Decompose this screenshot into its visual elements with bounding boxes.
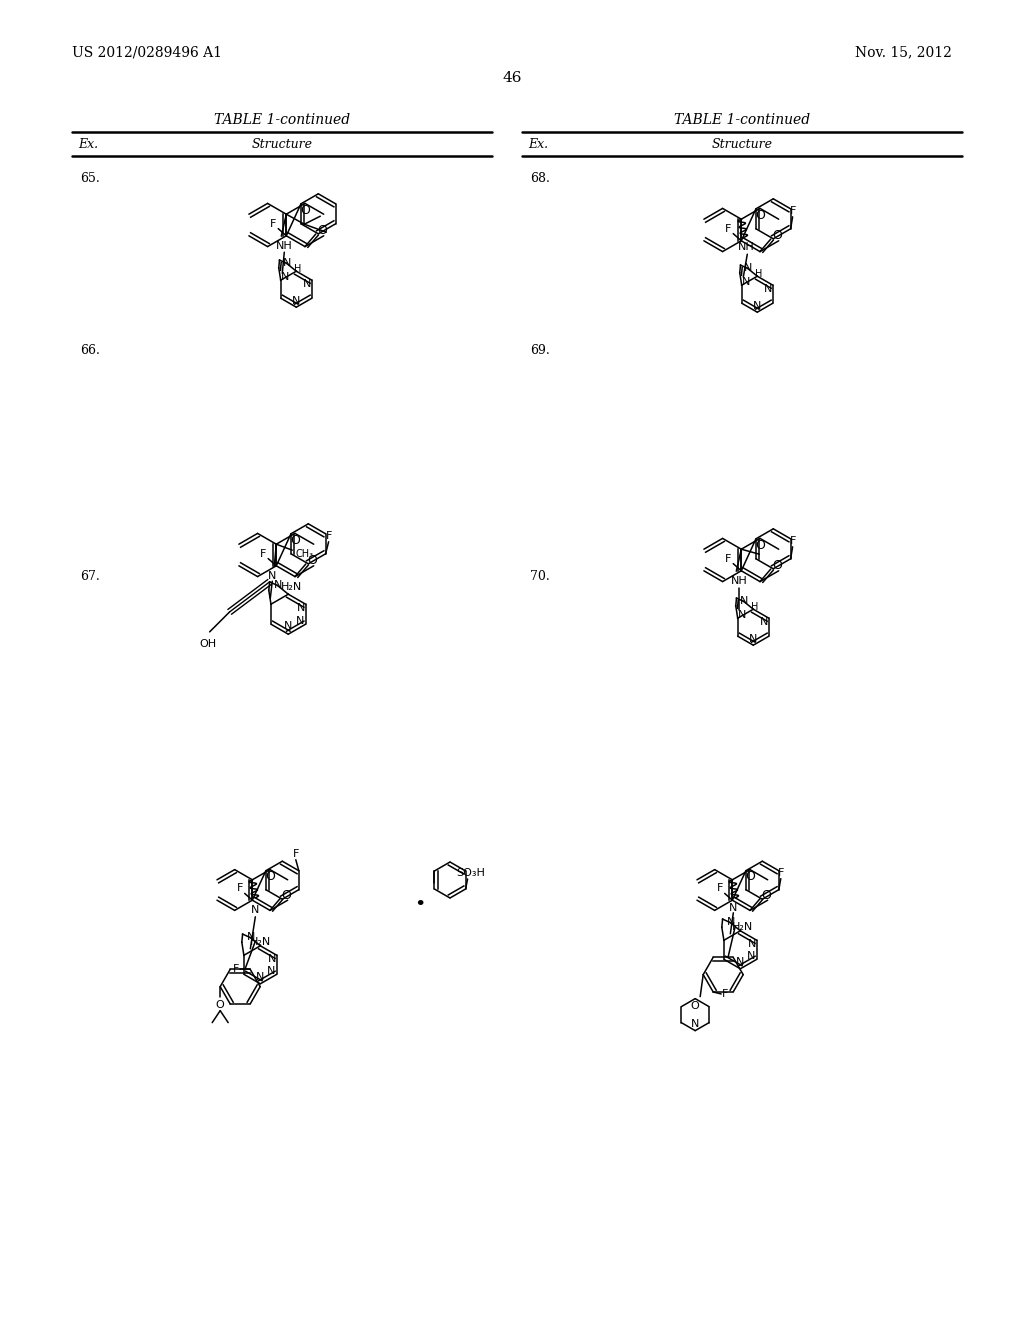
Text: N: N	[748, 940, 756, 949]
Text: F: F	[260, 549, 266, 558]
Text: •: •	[415, 896, 426, 913]
Text: N: N	[729, 903, 737, 913]
Text: N: N	[738, 610, 746, 619]
Text: N: N	[256, 972, 264, 982]
Text: N: N	[742, 277, 751, 286]
Text: F: F	[777, 867, 784, 878]
Text: N: N	[281, 272, 290, 281]
Text: F: F	[293, 849, 299, 859]
Text: F: F	[722, 989, 728, 999]
Text: N: N	[753, 301, 762, 312]
Text: N: N	[739, 597, 749, 606]
Text: Ex.: Ex.	[528, 137, 548, 150]
Text: N: N	[760, 616, 769, 627]
Text: N: N	[268, 572, 276, 581]
Text: NH: NH	[275, 242, 293, 251]
Text: N: N	[273, 581, 282, 590]
Text: O: O	[691, 1001, 699, 1011]
Text: N: N	[251, 904, 259, 915]
Text: 68.: 68.	[530, 172, 550, 185]
Text: NH: NH	[738, 242, 755, 252]
Text: 66.: 66.	[80, 345, 100, 358]
Text: F: F	[270, 219, 276, 228]
Text: O: O	[772, 228, 782, 242]
Text: F: F	[790, 206, 796, 215]
Text: TABLE 1-continued: TABLE 1-continued	[674, 114, 810, 127]
Text: NH: NH	[731, 577, 748, 586]
Text: N: N	[727, 917, 735, 927]
Text: SO₃H: SO₃H	[456, 869, 485, 878]
Text: Nov. 15, 2012: Nov. 15, 2012	[855, 45, 952, 59]
Text: O: O	[216, 999, 224, 1010]
Text: H: H	[755, 269, 762, 279]
Text: H: H	[294, 264, 301, 273]
Text: H₂N: H₂N	[250, 937, 271, 946]
Text: N: N	[303, 279, 311, 289]
Text: N: N	[296, 616, 304, 626]
Text: F: F	[725, 553, 731, 564]
Text: O: O	[755, 209, 765, 222]
Text: O: O	[282, 888, 291, 902]
Text: N: N	[283, 259, 291, 268]
Text: N: N	[296, 603, 305, 614]
Text: N: N	[247, 932, 255, 942]
Text: 46: 46	[502, 71, 522, 84]
Text: O: O	[307, 554, 317, 566]
Text: O: O	[772, 558, 782, 572]
Text: CH₃: CH₃	[295, 549, 313, 560]
Text: O: O	[290, 535, 300, 546]
Text: Ex.: Ex.	[78, 137, 98, 150]
Text: O: O	[265, 870, 274, 883]
Text: 69.: 69.	[530, 345, 550, 358]
Text: 67.: 67.	[80, 569, 99, 582]
Text: O: O	[745, 870, 755, 883]
Text: F: F	[725, 223, 731, 234]
Text: US 2012/0289496 A1: US 2012/0289496 A1	[72, 45, 222, 59]
Text: N: N	[284, 622, 293, 631]
Text: N: N	[691, 1019, 699, 1028]
Text: H₂N: H₂N	[281, 582, 302, 591]
Text: F: F	[237, 883, 243, 894]
Text: F: F	[233, 965, 240, 974]
Text: N: N	[746, 952, 755, 961]
Text: N: N	[736, 957, 744, 966]
Text: N: N	[764, 284, 772, 294]
Text: O: O	[755, 539, 765, 552]
Text: TABLE 1-continued: TABLE 1-continued	[214, 114, 350, 127]
Text: Structure: Structure	[712, 137, 772, 150]
Text: O: O	[300, 205, 310, 216]
Text: H: H	[751, 602, 758, 611]
Text: 65.: 65.	[80, 172, 99, 185]
Text: F: F	[790, 536, 796, 545]
Text: N: N	[743, 263, 752, 273]
Text: F: F	[717, 883, 723, 894]
Text: O: O	[761, 888, 771, 902]
Text: N: N	[266, 966, 275, 977]
Text: 70.: 70.	[530, 569, 550, 582]
Text: N: N	[267, 954, 276, 965]
Text: O: O	[317, 224, 327, 236]
Text: F: F	[326, 531, 332, 541]
Text: N: N	[750, 634, 758, 644]
Text: H₂N: H₂N	[732, 923, 754, 932]
Text: N: N	[292, 296, 300, 306]
Text: Structure: Structure	[252, 137, 312, 150]
Text: OH: OH	[199, 639, 216, 649]
